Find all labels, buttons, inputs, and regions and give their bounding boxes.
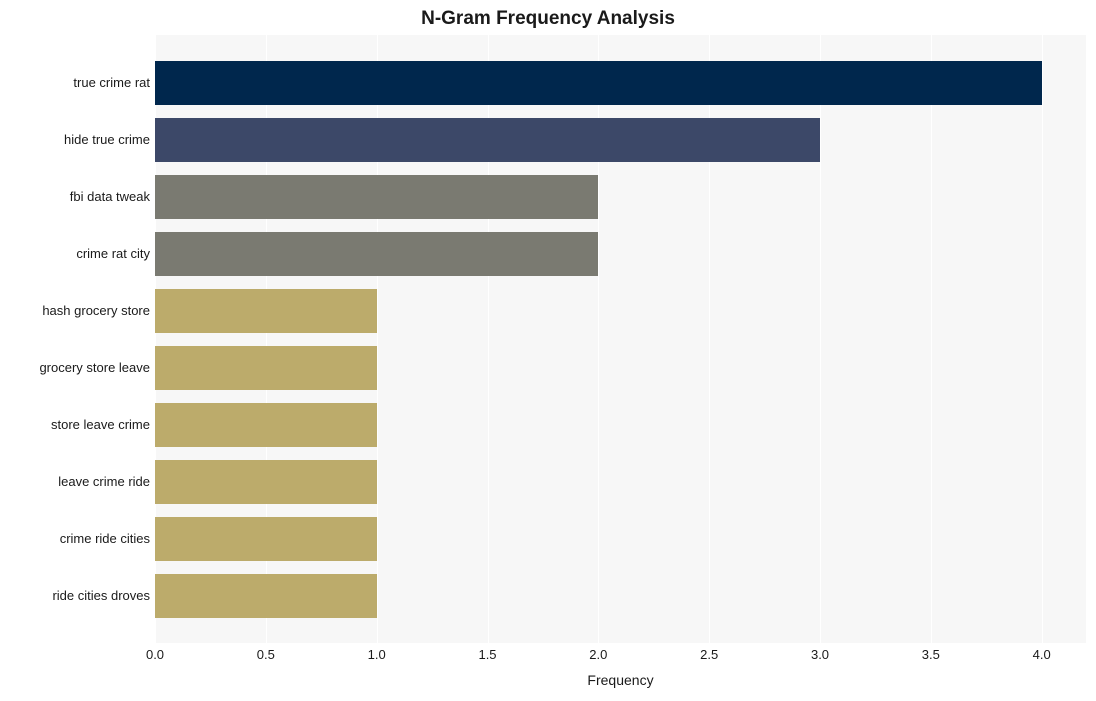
x-tick-label: 1.0 [368, 647, 386, 662]
bar [155, 460, 377, 504]
y-tick-label: crime ride cities [5, 510, 150, 567]
y-tick-label: grocery store leave [5, 339, 150, 396]
bar [155, 232, 598, 276]
plot-wrap [155, 35, 1086, 643]
bar [155, 517, 377, 561]
bar [155, 61, 1042, 105]
x-tick-label: 4.0 [1033, 647, 1051, 662]
bar [155, 118, 820, 162]
x-tick-label: 2.0 [589, 647, 607, 662]
x-tick-label: 3.5 [922, 647, 940, 662]
x-axis-label: Frequency [155, 672, 1086, 688]
bar [155, 574, 377, 618]
plot-area [155, 35, 1086, 643]
x-tick-label: 0.5 [257, 647, 275, 662]
ngram-chart: N-Gram Frequency Analysis Frequency true… [0, 0, 1096, 701]
x-tick-label: 1.5 [478, 647, 496, 662]
y-tick-label: fbi data tweak [5, 168, 150, 225]
gridline [931, 35, 932, 643]
x-tick-label: 2.5 [700, 647, 718, 662]
y-tick-label: crime rat city [5, 225, 150, 282]
bar [155, 175, 598, 219]
x-tick-label: 0.0 [146, 647, 164, 662]
chart-title: N-Gram Frequency Analysis [10, 8, 1086, 30]
y-tick-label: hide true crime [5, 111, 150, 168]
y-tick-label: ride cities droves [5, 567, 150, 624]
bar [155, 346, 377, 390]
bar [155, 403, 377, 447]
gridline [820, 35, 821, 643]
y-tick-label: true crime rat [5, 54, 150, 111]
y-tick-label: store leave crime [5, 396, 150, 453]
bar [155, 289, 377, 333]
x-tick-label: 3.0 [811, 647, 829, 662]
y-tick-label: hash grocery store [5, 282, 150, 339]
y-tick-label: leave crime ride [5, 453, 150, 510]
gridline [1042, 35, 1043, 643]
